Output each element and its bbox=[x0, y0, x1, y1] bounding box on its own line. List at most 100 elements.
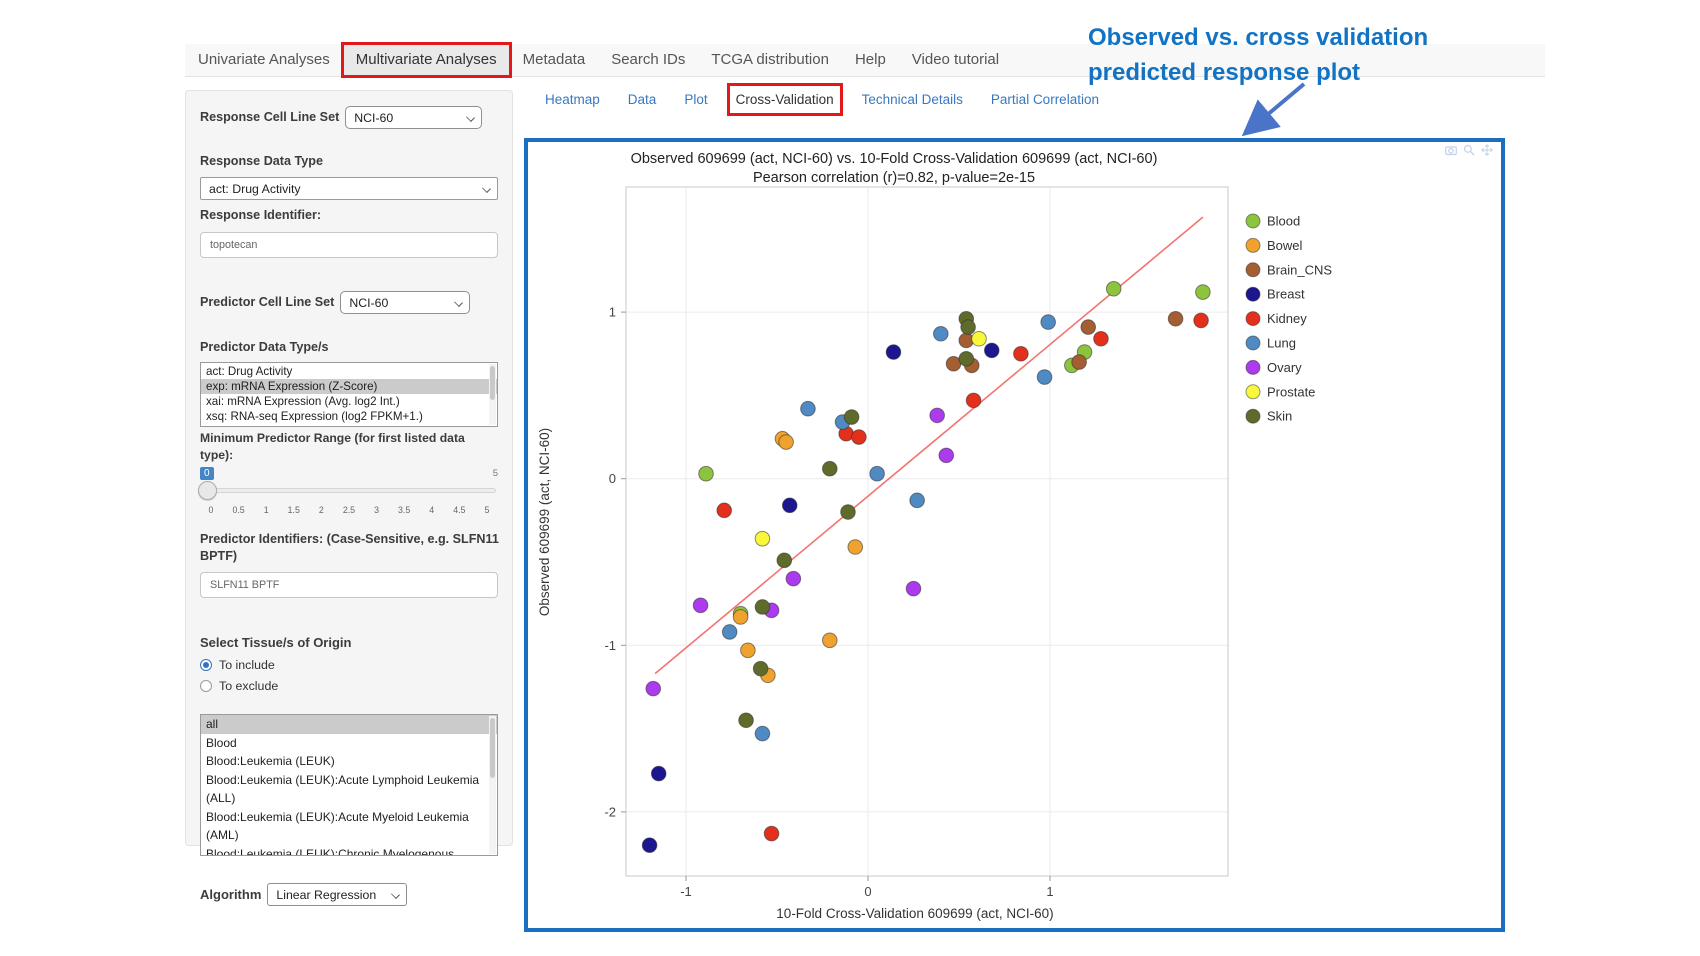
tab-data[interactable]: Data bbox=[627, 92, 657, 107]
tissue-include-radio[interactable]: To include bbox=[200, 658, 498, 672]
tab-technical-details[interactable]: Technical Details bbox=[861, 92, 963, 107]
scatter-point[interactable] bbox=[738, 712, 754, 729]
response-identifier-input[interactable]: topotecan bbox=[200, 232, 498, 258]
predictor-cell-line-set-select[interactable]: NCI-60 bbox=[340, 291, 471, 314]
scatter-point[interactable] bbox=[821, 632, 838, 649]
scatter-point[interactable] bbox=[1013, 345, 1029, 362]
scatter-point[interactable] bbox=[938, 447, 955, 464]
nav-tab-univariate-analyses[interactable]: Univariate Analyses bbox=[198, 51, 330, 68]
legend-item-Kidney[interactable]: Kidney bbox=[1245, 311, 1307, 327]
response-identifier-value: topotecan bbox=[210, 239, 258, 251]
tissue-option[interactable]: Blood bbox=[206, 735, 237, 750]
tab-plot[interactable]: Plot bbox=[684, 92, 708, 107]
scatter-point[interactable] bbox=[698, 465, 714, 482]
scatter-point[interactable] bbox=[754, 599, 771, 615]
scatter-point[interactable] bbox=[960, 319, 976, 335]
scatter-point[interactable] bbox=[1071, 354, 1087, 370]
scatter-point[interactable] bbox=[800, 400, 816, 417]
scatter-point[interactable] bbox=[732, 609, 749, 625]
tissue-option[interactable]: Blood:Leukemia (LEUK):Chronic Myelogenou… bbox=[206, 846, 455, 856]
scatter-point[interactable] bbox=[1093, 330, 1109, 347]
scatter-point[interactable] bbox=[776, 552, 793, 569]
zoom-icon[interactable] bbox=[1463, 144, 1475, 156]
scatter-point[interactable] bbox=[1167, 310, 1184, 327]
legend-item-Ovary[interactable]: Ovary bbox=[1245, 359, 1302, 375]
scatter-point[interactable] bbox=[1040, 314, 1056, 330]
scatter-point[interactable] bbox=[847, 539, 864, 555]
scrollbar[interactable] bbox=[489, 716, 496, 854]
legend-item-Brain_CNS[interactable]: Brain_CNS bbox=[1245, 262, 1332, 278]
scatter-point[interactable] bbox=[645, 680, 662, 697]
camera-icon[interactable] bbox=[1445, 144, 1457, 156]
response-data-type-select[interactable]: act: Drug Activity bbox=[200, 177, 498, 200]
scatter-point[interactable] bbox=[869, 465, 885, 482]
plot-panel[interactable] bbox=[625, 186, 1229, 877]
tissue-exclude-radio[interactable]: To exclude bbox=[200, 679, 498, 693]
tissue-option[interactable]: Blood:Leukemia (LEUK) bbox=[206, 754, 335, 768]
predictor-data-type-option[interactable]: act: Drug Activity bbox=[206, 365, 293, 378]
algorithm-select[interactable]: Linear Regression bbox=[267, 883, 408, 906]
tissue-option[interactable]: Blood:Leukemia (LEUK):Acute Lymphoid Leu… bbox=[206, 772, 480, 806]
predictor-data-type-option[interactable]: xsq: RNA-seq Expression (log2 FPKM+1.) bbox=[206, 410, 423, 423]
legend-item-Skin[interactable]: Skin bbox=[1245, 408, 1292, 424]
scatter-point[interactable] bbox=[933, 325, 949, 342]
scatter-point[interactable] bbox=[1105, 280, 1122, 297]
scatter-point[interactable] bbox=[754, 530, 771, 547]
scatter-point[interactable] bbox=[1193, 312, 1209, 329]
scrollbar[interactable] bbox=[489, 364, 496, 425]
nav-tab-tcga-distribution[interactable]: TCGA distribution bbox=[711, 51, 829, 68]
tab-partial-correlation[interactable]: Partial Correlation bbox=[990, 92, 1099, 107]
scatter-point[interactable] bbox=[958, 350, 975, 367]
scatter-point[interactable] bbox=[909, 492, 925, 509]
tab-heatmap[interactable]: Heatmap bbox=[545, 92, 600, 107]
scatter-point[interactable] bbox=[752, 660, 769, 677]
scatter-point[interactable] bbox=[1195, 284, 1211, 300]
scatter-point[interactable] bbox=[716, 502, 733, 519]
predictor-data-type-option[interactable]: exp: mRNA Expression (Z-Score) bbox=[201, 379, 497, 394]
tissue-option[interactable]: all bbox=[201, 715, 497, 734]
scatter-point[interactable] bbox=[929, 407, 945, 424]
scatter-point[interactable] bbox=[885, 344, 902, 360]
scatter-point[interactable] bbox=[983, 342, 1000, 359]
scatter-point[interactable] bbox=[754, 725, 771, 742]
scatter-point[interactable] bbox=[778, 434, 794, 450]
chevron-down-icon bbox=[454, 298, 464, 307]
predictor-data-type-option[interactable]: xai: mRNA Expression (Avg. log2 Int.) bbox=[206, 395, 400, 408]
legend-item-Bowel[interactable]: Bowel bbox=[1245, 238, 1303, 253]
nav-tab-metadata[interactable]: Metadata bbox=[522, 51, 586, 68]
legend-item-Lung[interactable]: Lung bbox=[1245, 335, 1296, 351]
scatter-point[interactable] bbox=[851, 429, 867, 445]
scatter-point[interactable] bbox=[821, 460, 838, 477]
pan-icon[interactable] bbox=[1481, 144, 1493, 156]
scatter-point[interactable] bbox=[785, 570, 802, 587]
slider-track[interactable] bbox=[202, 488, 496, 493]
tab-cross-validation[interactable]: Cross-Validation bbox=[726, 83, 843, 116]
scatter-point[interactable] bbox=[905, 580, 922, 597]
scatter-point[interactable] bbox=[958, 332, 975, 349]
scatter-point[interactable] bbox=[763, 825, 780, 842]
scatter-point[interactable] bbox=[721, 624, 738, 640]
cross-validation-scatter-plot[interactable]: -1 0 1 1 0 -1 -2 Observed 609699 (act, NCI-60) … bbox=[528, 142, 1501, 928]
response-cell-line-set-select[interactable]: NCI-60 bbox=[345, 106, 483, 129]
nav-tab-help[interactable]: Help bbox=[854, 51, 886, 68]
scatter-point[interactable] bbox=[781, 497, 798, 514]
scatter-point[interactable] bbox=[641, 837, 658, 854]
nav-tab-multivariate-analyses[interactable]: Multivariate Analyses bbox=[340, 42, 512, 78]
scatter-point[interactable] bbox=[650, 765, 667, 782]
scatter-point[interactable] bbox=[1036, 369, 1053, 385]
legend-item-Blood[interactable]: Blood bbox=[1245, 213, 1300, 229]
nav-tab-video-tutorial[interactable]: Video tutorial bbox=[911, 51, 1000, 68]
scatter-point[interactable] bbox=[840, 504, 856, 520]
scatter-point[interactable] bbox=[971, 330, 987, 347]
legend-item-Prostate[interactable]: Prostate bbox=[1245, 384, 1315, 400]
predictor-identifiers-input[interactable]: SLFN11 BPTF bbox=[200, 572, 498, 598]
scatter-point[interactable] bbox=[965, 392, 982, 409]
legend-item-Breast[interactable]: Breast bbox=[1245, 286, 1305, 302]
slider-handle[interactable] bbox=[198, 481, 217, 500]
nav-tab-search-ids[interactable]: Search IDs bbox=[611, 51, 686, 68]
scatter-point[interactable] bbox=[692, 597, 709, 614]
scatter-point[interactable] bbox=[740, 642, 756, 659]
tissue-option[interactable]: Blood:Leukemia (LEUK):Acute Myeloid Leuk… bbox=[206, 809, 469, 843]
scatter-point[interactable] bbox=[843, 409, 860, 425]
scatter-point[interactable] bbox=[1080, 319, 1097, 335]
